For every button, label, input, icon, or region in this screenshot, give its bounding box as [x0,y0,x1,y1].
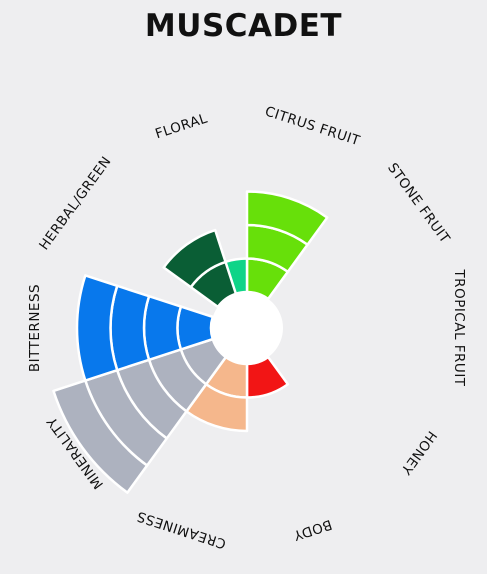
label-floral: FLORAL [153,110,209,142]
citrus-fruit-bar [245,190,329,301]
minerality-segment-5 [52,379,149,494]
bitterness-bar [75,274,215,382]
chart-title: MUSCADET [144,8,343,44]
extra-1-bar [162,228,238,309]
bitterness-segment-3 [109,284,151,372]
bitterness-segment-4 [75,274,119,382]
creaminess-bar [185,355,249,433]
label-tropical-fruit: TROPICAL FRUIT [451,268,467,386]
label-bitterness: BITTERNESS [27,284,43,372]
label-honey: HONEY [397,428,440,478]
center-hole [211,292,283,364]
label-creaminess: CREAMINESS [135,508,228,552]
label-citrus-fruit: CITRUS FRUIT [263,103,362,149]
extra-1-segment-2 [162,228,227,289]
label-herbal-green: HERBAL/GREEN [36,154,115,254]
label-body: BODY [291,516,334,544]
citrus-fruit-segment-3 [245,190,329,246]
bitterness-segment-2 [142,294,183,362]
label-stone-fruit: STONE FRUIT [384,160,453,247]
